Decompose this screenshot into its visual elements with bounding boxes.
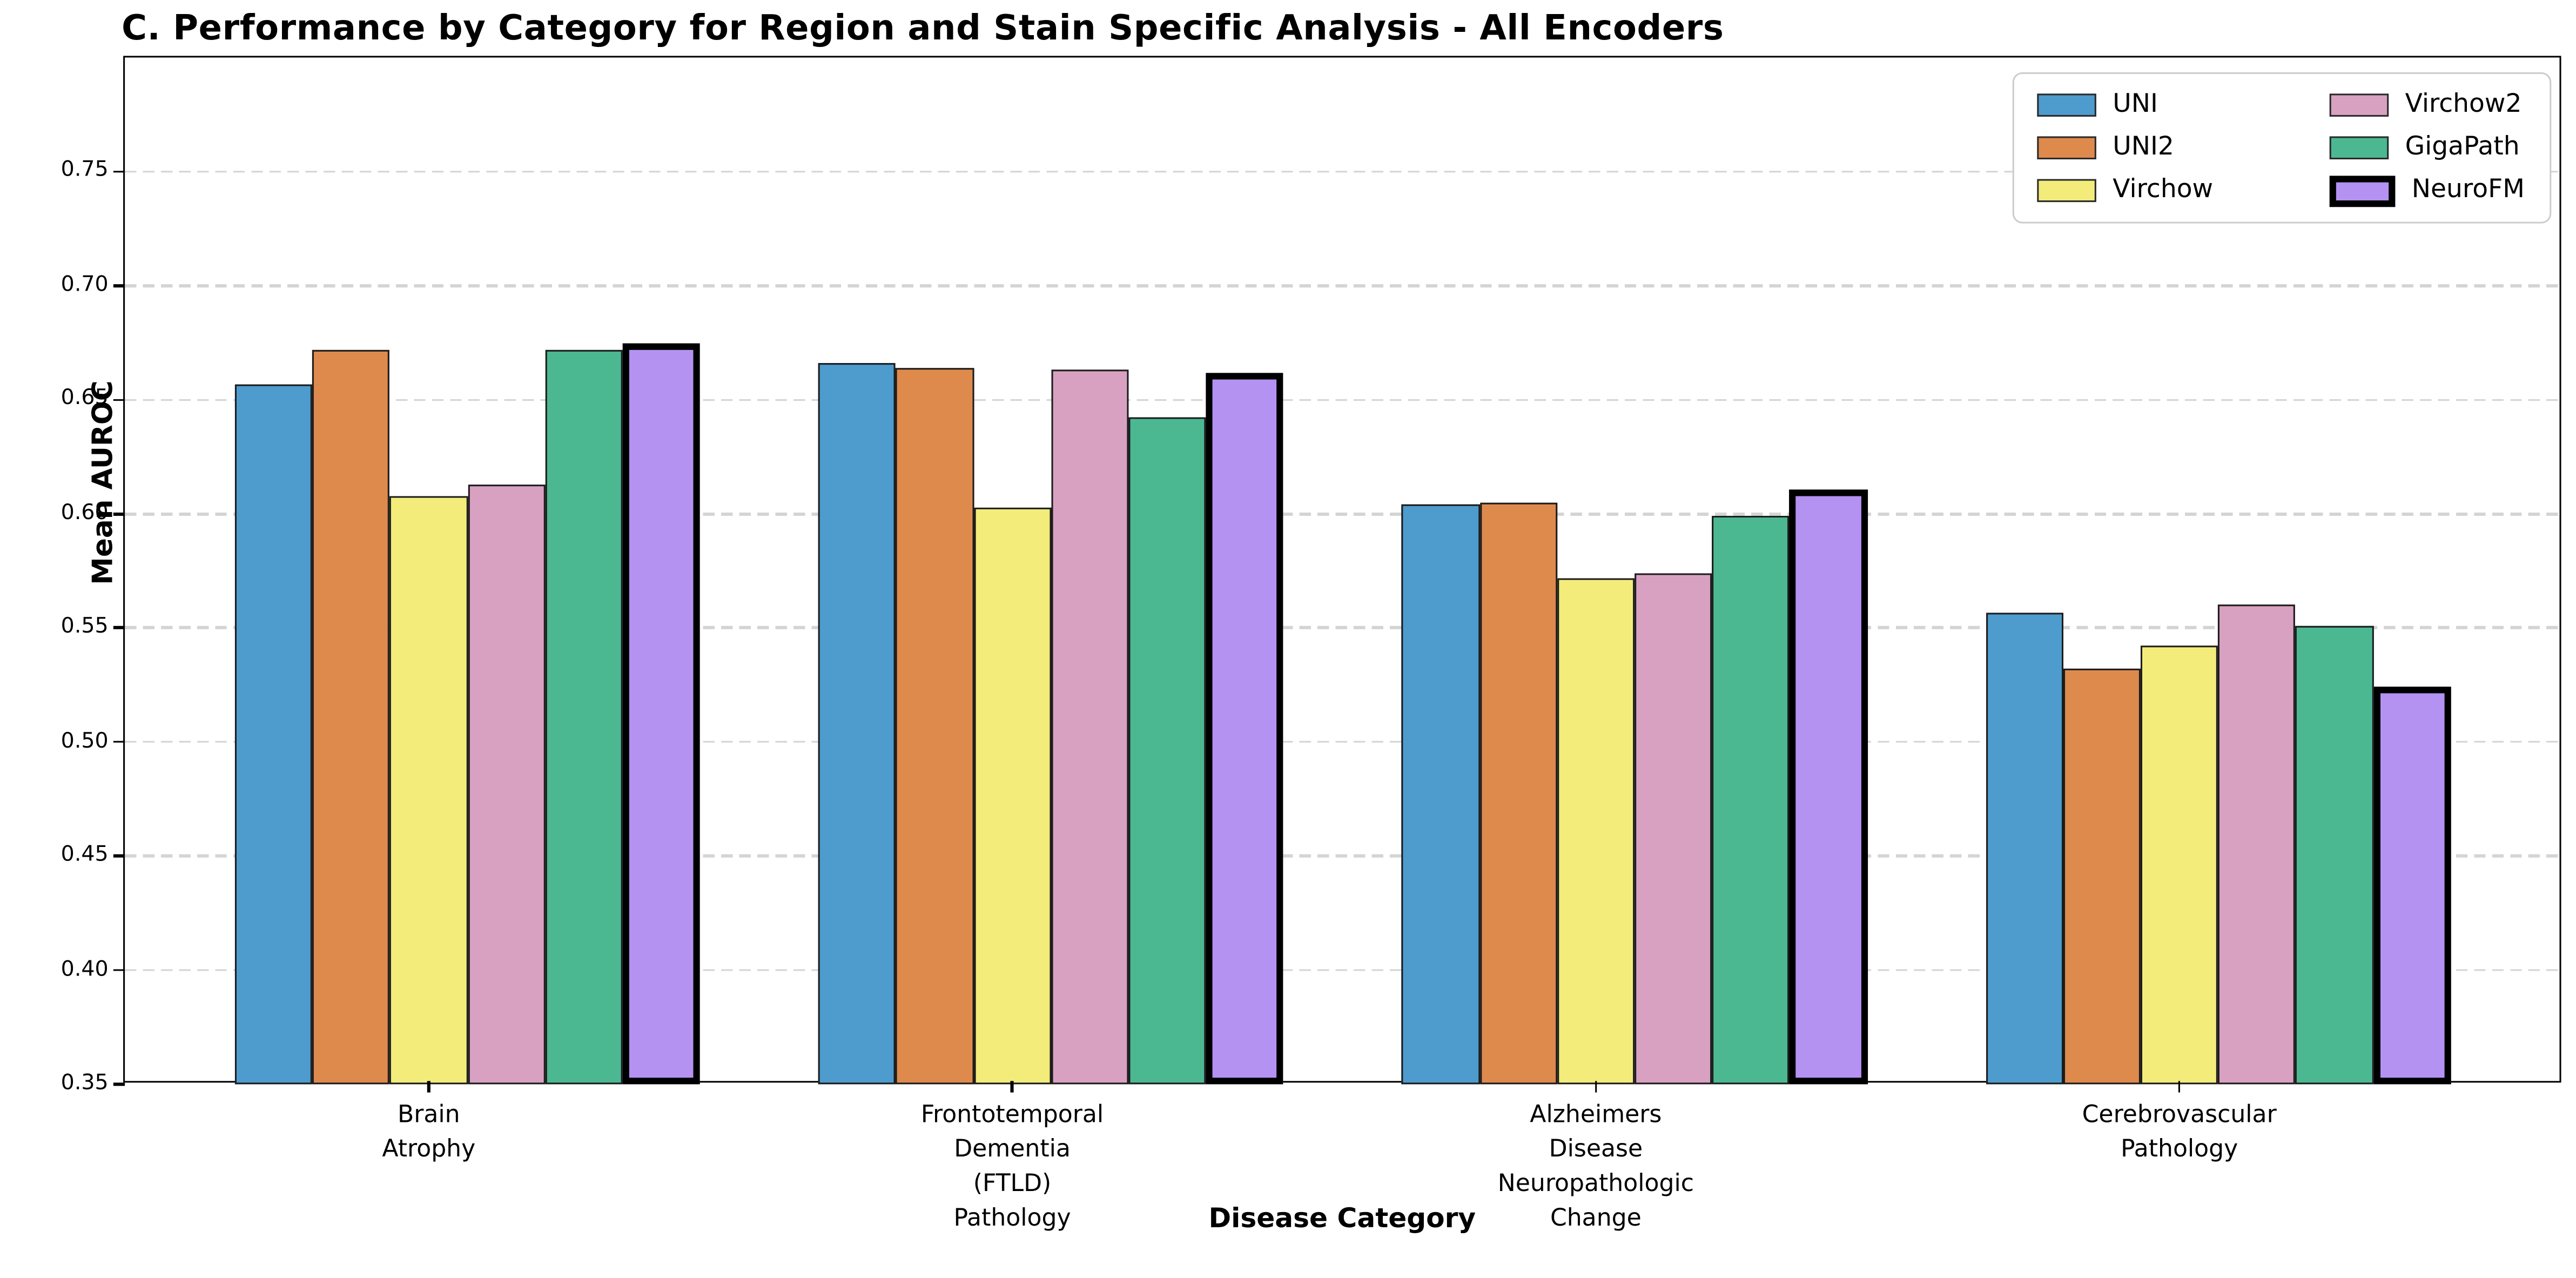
y-tick-mark [113, 512, 125, 515]
gridline-0.55 [125, 627, 2560, 629]
bar-uni-group2 [818, 363, 896, 1085]
bar-virchow2-group3 [1635, 573, 1712, 1085]
legend-swatch-gigapath [2329, 137, 2389, 159]
gridline-0.60 [125, 512, 2560, 515]
legend-label-virchow2: Virchow2 [2405, 89, 2522, 119]
bar-uni2-group2 [896, 367, 974, 1085]
legend-swatch-neurofm [2329, 174, 2396, 206]
bar-virchow-group2 [973, 507, 1051, 1085]
bar-neurofm-group1 [622, 342, 701, 1085]
gridline-0.65 [125, 398, 2560, 401]
chart-title: C. Performance by Category for Region an… [122, 8, 1724, 48]
bar-gigapath-group3 [1712, 516, 1790, 1085]
legend-item-uni: UNI [2037, 92, 2329, 118]
y-tick-label-0.70: 0.70 [60, 272, 109, 298]
y-tick-mark [113, 741, 125, 743]
legend-item-neurofm: NeuroFM [2329, 174, 2537, 206]
y-tick-mark [113, 627, 125, 629]
y-tick-mark [113, 1083, 125, 1086]
bar-neurofm-group3 [1790, 488, 1867, 1085]
x-axis-label: Disease Category [1208, 1202, 1476, 1234]
y-tick-label-0.50: 0.50 [60, 729, 109, 754]
bar-gigapath-group1 [545, 349, 623, 1085]
gridline-0.75 [125, 170, 2560, 173]
x-tick-label-3: Cerebrovascular Pathology [2082, 1102, 2277, 1163]
bar-gigapath-group2 [1128, 418, 1206, 1085]
y-tick-label-0.40: 0.40 [60, 957, 109, 982]
legend-label-uni2: UNI2 [2113, 132, 2174, 162]
gridline-0.40 [125, 968, 2560, 972]
x-tick-mark [2178, 1081, 2181, 1093]
plot-area: 0.35 0.40 0.45 0.50 0.55 0.60 0.65 0.70 0.75 Brai… [61, 56, 2561, 1232]
legend-label-gigapath: GigaPath [2405, 132, 2520, 162]
y-axis-label: Mean AUROC [87, 380, 120, 585]
y-tick-mark [113, 398, 125, 401]
bar-uni2-group1 [312, 349, 390, 1085]
y-tick-label-0.75: 0.75 [60, 158, 109, 183]
bar-uni2-group3 [1479, 502, 1557, 1085]
y-tick-label-0.55: 0.55 [60, 615, 109, 640]
y-tick-label-0.35: 0.35 [60, 1071, 109, 1096]
y-tick-mark [113, 968, 125, 972]
y-tick-mark [113, 855, 125, 858]
bar-uni-group4 [1985, 611, 2063, 1085]
legend-item-virchow: Virchow [2037, 174, 2329, 204]
bar-uni-group3 [1402, 505, 1480, 1085]
bar-gigapath-group4 [2296, 625, 2373, 1085]
x-tick-label-0: Brain Atrophy [382, 1102, 476, 1163]
y-tick-label-0.65: 0.65 [60, 386, 109, 412]
y-tick-label-0.60: 0.60 [60, 500, 109, 526]
x-tick-mark [427, 1081, 431, 1093]
legend-swatch-virchow2 [2329, 94, 2389, 117]
gridline-0.50 [125, 741, 2560, 744]
bar-virchow-group4 [2140, 646, 2218, 1085]
legend-item-virchow2: Virchow2 [2329, 89, 2537, 119]
legend-swatch-uni2 [2037, 137, 2096, 159]
x-tick-mark [1011, 1081, 1014, 1093]
legend-label-uni: UNI [2113, 89, 2158, 119]
y-tick-mark [113, 170, 125, 173]
bar-uni-group1 [234, 384, 313, 1085]
legend-item-uni2: UNI2 [2037, 132, 2329, 162]
bar-virchow2-group2 [1051, 370, 1129, 1085]
x-tick-label-2: Alzheimers Disease Neuropathologic Change [1497, 1102, 1694, 1233]
gridline-0.70 [125, 284, 2560, 287]
legend-swatch-virchow [2037, 179, 2096, 202]
bar-virchow-group1 [389, 495, 468, 1085]
gridline-0.45 [125, 855, 2560, 858]
bar-uni2-group4 [2063, 669, 2141, 1085]
x-tick-label-1: Frontotemporal Dementia (FTLD) Pathology [920, 1102, 1104, 1233]
bar-virchow2-group4 [2218, 605, 2296, 1085]
legend-label-virchow: Virchow [2113, 174, 2214, 204]
legend-label-neurofm: NeuroFM [2411, 174, 2525, 204]
y-tick-label-0.45: 0.45 [60, 843, 109, 868]
legend-item-gigapath: GigaPath [2329, 132, 2537, 162]
legend-swatch-uni [2037, 94, 2096, 117]
bar-virchow-group3 [1557, 577, 1635, 1085]
bar-neurofm-group4 [2373, 687, 2451, 1085]
legend: UNI UNI2 Virchow Virchow2 GigaPath NeuroFM [2012, 72, 2552, 224]
bar-virchow2-group1 [467, 484, 546, 1085]
bar-neurofm-group2 [1206, 372, 1284, 1085]
x-tick-mark [1595, 1081, 1597, 1093]
y-tick-mark [113, 284, 125, 287]
